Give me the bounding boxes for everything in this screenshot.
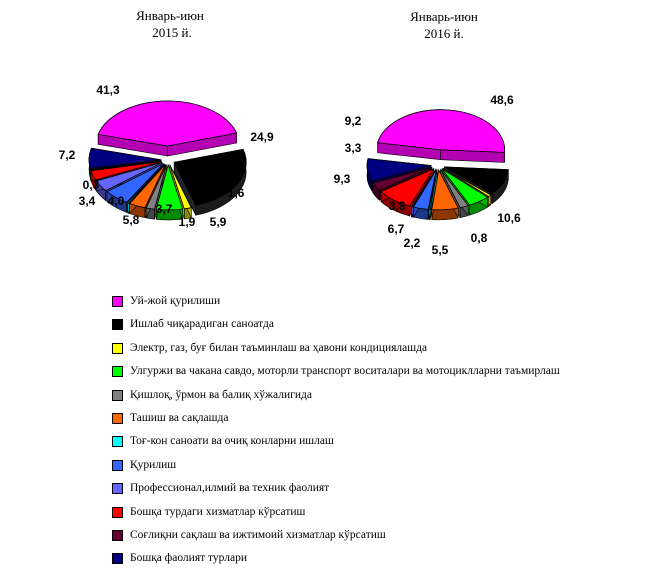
legend-label: Қурилиш: [130, 458, 177, 471]
legend: Уй-жой қурилиши Ишлаб чиқарадиган саноатд…: [112, 292, 652, 573]
legend-label: Улгуржи ва чакана савдо, моторли транспо…: [130, 365, 560, 378]
legend-label: Ташиш ва сақлашда: [130, 411, 229, 424]
pie-title-2016-line1: Январь-июн: [410, 9, 478, 24]
legend-swatch: [112, 389, 123, 401]
legend-label: Электр, газ, буғ билан таъминлаш ва ҳаво…: [130, 341, 428, 354]
legend-swatch: [112, 483, 123, 495]
legend-item: Ишлаб чиқарадиган саноатда: [112, 315, 652, 338]
legend-label: Тоғ-кон саноати ва очиқ конларни ишлаш: [130, 435, 334, 448]
legend-label: Бошқа фаолият турлари: [130, 552, 247, 565]
legend-item: Қурилиш: [112, 456, 652, 479]
pie-0-data-label-11: 7,2: [59, 148, 76, 162]
pie-1-data-label-0: 48,6: [490, 93, 514, 107]
pie-0-data-label-8: 4,0: [108, 194, 125, 208]
legend-swatch: [112, 412, 123, 424]
pie-0-data-label-5: 3,7: [156, 202, 173, 216]
pie-1-data-label-4: 2,2: [404, 236, 421, 250]
pie-0-data-label-0: 41,3: [96, 83, 120, 97]
pie-1-data-label-11: 9,2: [345, 114, 362, 128]
legend-item: Улгуржи ва чакана савдо, моторли транспо…: [112, 362, 652, 385]
legend-swatch: [112, 436, 123, 448]
legend-item: Бошқа турдаги хизматлар кўрсатиш: [112, 503, 652, 526]
pie-1-data-label-2: 0,8: [471, 231, 488, 245]
pie-charts: Январь-июн 2015 й. 41,3 24,9 1,6 5,9 1,9 3,7 0…: [59, 8, 521, 257]
legend-swatch: [112, 506, 123, 518]
pie-1-data-label-10: 3,3: [345, 141, 362, 155]
legend-item: Электр, газ, буғ билан таъминлаш ва ҳаво…: [112, 339, 652, 362]
legend-label: Уй-жой қурилиши: [130, 295, 221, 307]
legend-swatch: [112, 366, 123, 378]
pie-1-slice-5: [431, 168, 459, 221]
legend-label: Қишлоқ, ўрмон ва балиқ хўжалигида: [130, 388, 312, 401]
legend-item: Бошқа фаолият турлари: [112, 549, 652, 572]
pie-0-slice-0: [97, 100, 238, 157]
pie-0-data-label-7: 5,8: [123, 213, 140, 227]
pie-0-data-label-1: 24,9: [250, 130, 274, 144]
legend-item: Соғлиқни сақлаш ва ижтимоий хизматлар кў…: [112, 526, 652, 549]
pie-title-2015-line1: Январь-июн: [136, 8, 204, 23]
legend-item: Ташиш ва сақлашда: [112, 409, 652, 432]
pie-1-data-label-5: 6,7: [388, 222, 405, 236]
pie-1-data-label-1: 10,6: [497, 211, 521, 225]
pie-title-2016-line2: 2016 й.: [424, 26, 463, 41]
pie-0-data-label-6: 0,3: [83, 178, 100, 192]
pie-2016: Январь-июн 2016 й. 48,6 10,6 0,8 5,5 2,26,7 3…: [334, 9, 521, 257]
pie-title-2015-line2: 2015 й.: [152, 25, 191, 40]
pie-0-data-label-9: 3,4: [79, 194, 96, 208]
legend-swatch: [112, 296, 123, 307]
pie-0-slice-1: [173, 148, 247, 216]
legend-label: Профессионал,илмий ва техник фаолият: [130, 482, 330, 495]
legend-label: Бошқа турдаги хизматлар кўрсатиш: [130, 505, 306, 518]
legend-label: Соғлиқни сақлаш ва ижтимоий хизматлар кў…: [130, 528, 386, 541]
pie-2015: Январь-июн 2015 й. 41,3 24,9 1,6 5,9 1,9 3,7 0…: [59, 8, 274, 229]
legend-swatch: [112, 459, 123, 471]
pie-1-slice-0: [377, 109, 506, 163]
legend-item: Профессионал,илмий ва техник фаолият: [112, 479, 652, 502]
legend-item: Тоғ-кон саноати ва очиқ конларни ишлаш: [112, 432, 652, 455]
pie-0-slice-3: [155, 163, 184, 221]
legend-swatch: [112, 553, 123, 565]
pie-1-data-label-7: 3,8: [389, 199, 406, 213]
pie-0-data-label-4: 1,9: [179, 215, 196, 229]
pie-0-data-label-2: 1,6: [228, 186, 245, 200]
legend-item: Қишлоқ, ўрмон ва балиқ хўжалигида: [112, 386, 652, 409]
legend-label: Ишлаб чиқарадиган саноатда: [130, 318, 274, 331]
legend-swatch: [112, 342, 123, 354]
pie-0-data-label-3: 5,9: [210, 215, 227, 229]
legend-swatch: [112, 319, 123, 331]
legend-item: Уй-жой қурилиши: [112, 292, 652, 315]
pie-1-data-label-9: 9,3: [334, 172, 351, 186]
pie-1-data-label-3: 5,5: [432, 243, 449, 257]
legend-swatch: [112, 529, 123, 541]
